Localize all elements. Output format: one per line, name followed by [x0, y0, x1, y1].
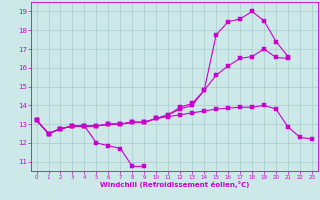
X-axis label: Windchill (Refroidissement éolien,°C): Windchill (Refroidissement éolien,°C) [100, 181, 249, 188]
